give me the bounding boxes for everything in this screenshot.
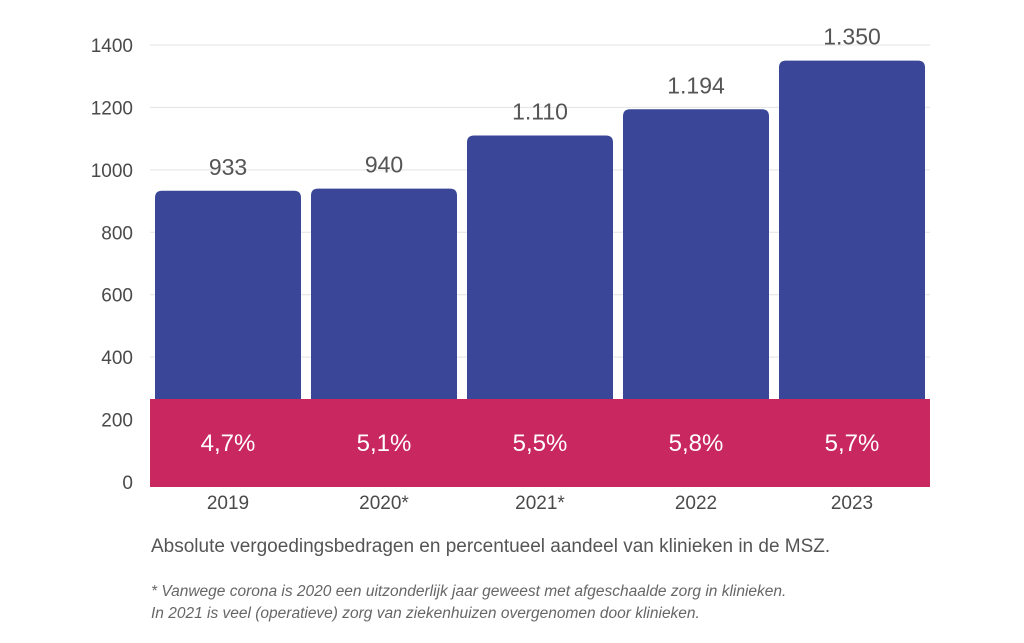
y-axis-ticks: 0 200 400 600 800 1000 1200 1400 xyxy=(91,36,133,494)
footnote-line-1: * Vanwege corona is 2020 een uitzonderli… xyxy=(151,583,787,600)
x-tick-label: 2023 xyxy=(831,493,873,514)
bar-value-label: 940 xyxy=(365,152,403,178)
y-tick-label: 600 xyxy=(101,286,133,307)
bar-value-label: 1.194 xyxy=(667,72,725,98)
x-tick-label: 2020* xyxy=(359,493,409,514)
bar xyxy=(623,109,769,402)
data-labels: 933 4,7% 940 5,1% 1.110 5,5% 1.194 5,8% 1.350 5,7… xyxy=(201,24,881,457)
bar xyxy=(467,135,613,401)
bars xyxy=(155,60,925,402)
percentage-band xyxy=(150,399,930,487)
bar-chart: 0 200 400 600 800 1000 1200 1400 933 4,7% 940 5,1%… xyxy=(91,24,930,514)
y-tick-label: 400 xyxy=(101,348,133,369)
y-tick-label: 0 xyxy=(122,473,133,494)
y-tick-label: 200 xyxy=(101,411,133,432)
chart-caption: Absolute vergoedingsbedragen en percentu… xyxy=(151,536,831,557)
percentage-label: 4,7% xyxy=(201,430,256,457)
x-tick-label: 2022 xyxy=(675,493,717,514)
y-tick-label: 1400 xyxy=(91,36,133,57)
x-tick-label: 2019 xyxy=(207,493,249,514)
bar-value-label: 1.350 xyxy=(823,24,881,50)
bar-value-label: 933 xyxy=(209,154,247,180)
y-tick-label: 800 xyxy=(101,223,133,244)
percentage-label: 5,5% xyxy=(513,430,568,457)
bar xyxy=(779,60,925,401)
bar xyxy=(311,188,457,401)
y-tick-label: 1000 xyxy=(91,161,133,182)
y-tick-label: 1200 xyxy=(91,98,133,119)
percentage-label: 5,1% xyxy=(357,430,412,457)
x-axis-ticks: 2019 2020* 2021* 2022 2023 xyxy=(207,493,873,514)
percentage-label: 5,7% xyxy=(825,430,880,457)
bar-value-label: 1.110 xyxy=(512,99,568,125)
footnote-line-2: In 2021 is veel (operatieve) zorg van zi… xyxy=(151,605,700,622)
bar xyxy=(155,190,301,401)
x-tick-label: 2021* xyxy=(515,493,565,514)
percentage-label: 5,8% xyxy=(669,430,724,457)
